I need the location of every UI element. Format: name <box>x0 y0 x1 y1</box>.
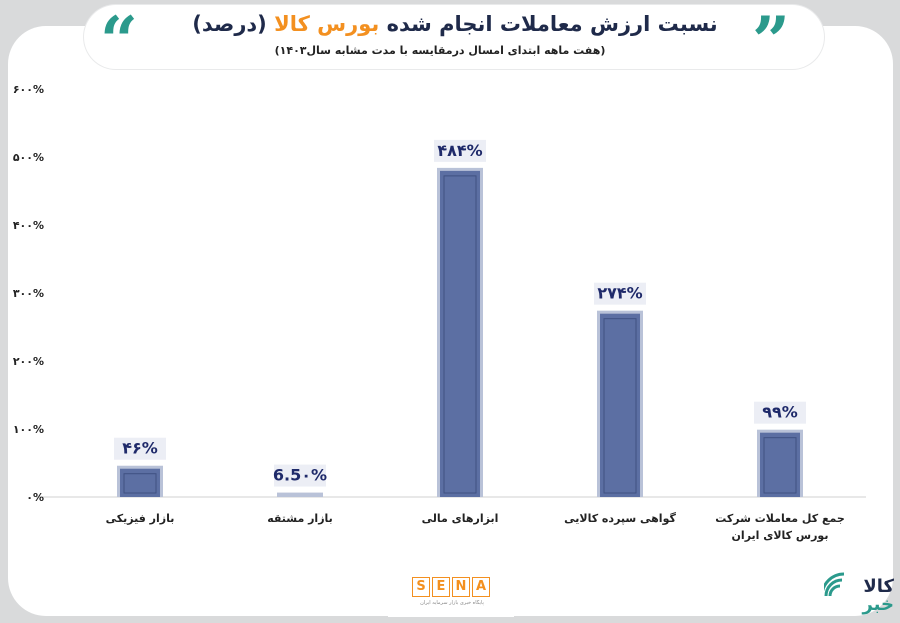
bar-fill <box>760 432 800 497</box>
sena-logo: S E N A <box>412 577 490 597</box>
y-tick-label: ۴۰۰% <box>13 219 44 232</box>
brand-line-2: خبر <box>862 594 894 615</box>
title-highlight: بورس کالا <box>274 12 380 36</box>
bar-inner-line <box>443 175 477 494</box>
y-tick-label: ۰% <box>26 491 44 504</box>
y-tick-label: ۲۰۰% <box>13 355 44 368</box>
bar <box>437 167 483 497</box>
sena-letter: S <box>412 577 430 597</box>
data-label-backdrop <box>754 401 806 424</box>
bar-fill <box>600 313 640 497</box>
data-labels: ۴۶% 6.5۰% ۴۸۴% ۲۷۴% ۹۹% <box>114 139 806 487</box>
data-label: ۴۸۴% <box>437 141 482 160</box>
open-quote-icon: “ <box>100 2 138 80</box>
bar <box>277 492 323 497</box>
data-label-backdrop <box>274 464 326 487</box>
y-tick-label: ۳۰۰% <box>13 287 44 300</box>
data-label: 6.5۰% <box>273 466 327 485</box>
y-tick-label: ۶۰۰% <box>13 83 44 96</box>
bar <box>117 465 163 497</box>
x-axis-labels: بازار فیزیکی بازار مشتقه ابزارهای مالی گواه… <box>106 512 845 542</box>
sena-logo-backdrop <box>388 565 514 617</box>
title-main: نسبت ارزش معاملات انجام شده <box>386 12 718 36</box>
signal-icon <box>824 572 845 597</box>
title-suffix: (درصد) <box>192 12 267 36</box>
bar-fill <box>440 170 480 497</box>
data-label: ۲۷۴% <box>597 284 642 303</box>
bars <box>117 167 803 497</box>
data-label: ۴۶% <box>122 439 158 458</box>
y-tick-label: ۱۰۰% <box>13 423 44 436</box>
x-tick-label: بازار فیزیکی <box>106 512 175 525</box>
page-title: نسبت ارزش معاملات انجام شده بورس کالا (د… <box>170 12 740 36</box>
brand-logo: کالا خبر <box>840 578 894 614</box>
data-label-backdrop <box>114 437 166 460</box>
bar-inner-line <box>763 437 797 494</box>
bar <box>597 310 643 497</box>
sena-letter: N <box>452 577 470 597</box>
sena-letter: E <box>432 577 450 597</box>
close-quote-icon: ” <box>752 2 790 80</box>
x-tick-label: ابزارهای مالی <box>422 512 499 525</box>
data-label: ۹۹% <box>762 403 798 422</box>
bar-inner-line <box>603 318 637 494</box>
title-banner <box>84 5 824 69</box>
brand-line-1: کالا <box>863 576 894 597</box>
page-subtitle: (هفت ماهه ابتدای امسال درمقایسه با مدت م… <box>274 44 606 57</box>
x-tick-label: بازار مشتقه <box>267 512 333 525</box>
sena-letter: A <box>472 577 490 597</box>
data-label-backdrop <box>434 139 486 162</box>
data-label-backdrop <box>594 282 646 305</box>
bar-frame <box>277 492 323 497</box>
bar <box>757 429 803 497</box>
x-tick-label: جمع کل معاملات شرکت <box>715 512 845 525</box>
x-tick-label: بورس کالای ایران <box>732 529 829 542</box>
x-tick-label: گواهی سپرده کالایی <box>564 512 676 525</box>
y-axis: ۰% ۱۰۰% ۲۰۰% ۳۰۰% ۴۰۰% ۵۰۰% ۶۰۰% <box>13 83 44 504</box>
sena-tagline: پایگاه خبری بازار سرمایه ایران <box>420 600 484 606</box>
bar-inner-line <box>123 473 157 494</box>
y-tick-label: ۵۰۰% <box>13 151 44 164</box>
